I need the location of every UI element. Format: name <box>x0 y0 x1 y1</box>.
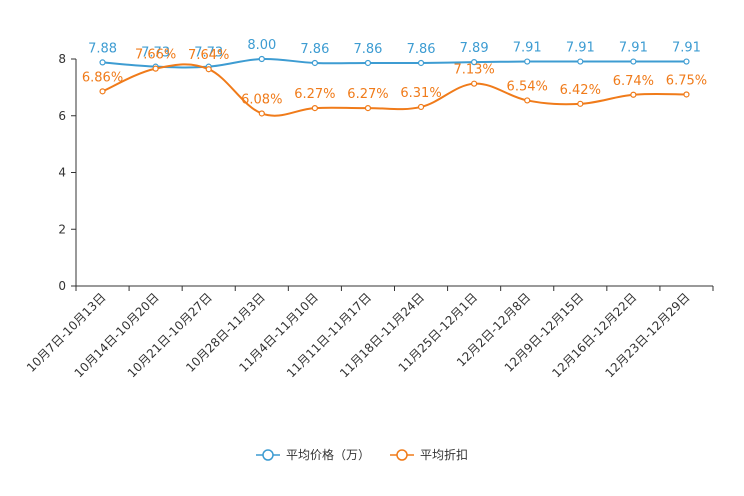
legend-marker-icon <box>262 449 274 461</box>
series-2-data-label: 7.66% <box>135 48 176 63</box>
series-2-data-label: 6.31% <box>400 86 441 101</box>
legend-label: 平均折扣 <box>420 447 468 462</box>
series-2-data-label: 6.27% <box>294 87 335 102</box>
legend: 平均价格（万） 平均折扣 <box>256 447 468 462</box>
legend-marker-icon <box>396 449 408 461</box>
series-2-point <box>630 91 637 98</box>
series-1-data-label: 7.91 <box>619 41 648 56</box>
series-1-point <box>630 58 637 65</box>
series-2-data-label: 6.08% <box>241 92 282 107</box>
series-2-point <box>258 110 265 117</box>
series-1-data-label: 7.91 <box>672 41 701 56</box>
series-2-data-label: 6.86% <box>82 70 123 85</box>
data-labels-layer: 7.88 7.73 7.73 8.00 7.86 7.86 7.86 7.89 7.91 7.91… <box>82 38 707 107</box>
series-2-point <box>311 104 318 112</box>
series-2-data-label: 6.42% <box>560 83 601 98</box>
y-tick-label: 4 <box>58 166 66 180</box>
series-1-data-label: 7.91 <box>566 41 595 56</box>
series-1-point <box>417 59 425 67</box>
series-2-point <box>524 97 531 104</box>
series-1-point <box>683 58 690 65</box>
series-2-point <box>417 103 425 111</box>
series-2-data-label: 6.75% <box>666 73 707 88</box>
series-1-point <box>311 59 318 67</box>
series-2-data-label: 7.13% <box>453 63 494 78</box>
legend-label: 平均价格（万） <box>286 447 370 462</box>
y-tick-label: 6 <box>58 109 66 123</box>
series-1-point <box>99 59 106 66</box>
series-2-point <box>471 80 478 87</box>
series-2-data-label: 6.74% <box>613 74 654 89</box>
y-tick-label: 2 <box>58 222 66 236</box>
series-1-point <box>364 59 372 67</box>
series-2-point <box>205 66 212 73</box>
series-2-point <box>99 88 106 95</box>
series-1-data-label: 7.73 <box>194 46 223 61</box>
legend-item-1[interactable]: 平均价格（万） <box>256 447 370 462</box>
legend-item-2[interactable]: 平均折扣 <box>390 447 468 462</box>
series-1-data-label: 7.73 <box>141 46 170 61</box>
series-2-data-label: 6.27% <box>347 87 388 102</box>
series-2-data-label: 7.64% <box>188 48 229 63</box>
series-1-data-label: 7.91 <box>513 41 542 56</box>
y-tick-label: 0 <box>58 279 66 293</box>
series-1-point <box>524 58 531 65</box>
series-2-point <box>577 100 584 107</box>
series-2-data-label: 6.54% <box>507 79 548 94</box>
series-1-data-label: 7.86 <box>353 42 382 57</box>
y-tick-label: 8 <box>58 52 66 66</box>
series-1-data-label: 7.89 <box>460 41 489 56</box>
series-1-data-label: 7.86 <box>300 42 329 57</box>
series-2-point <box>152 65 159 72</box>
series-2-point <box>364 104 372 112</box>
series-1-point <box>258 55 265 63</box>
series-2-point <box>683 91 690 98</box>
series-layer <box>99 55 690 117</box>
series-1-point <box>577 58 584 65</box>
series-1-data-label: 7.86 <box>407 42 436 57</box>
series-line-2 <box>102 63 687 117</box>
series-1-point <box>471 59 478 66</box>
series-1-data-label: 7.88 <box>88 41 117 56</box>
series-1-data-label: 8.00 <box>247 38 276 53</box>
